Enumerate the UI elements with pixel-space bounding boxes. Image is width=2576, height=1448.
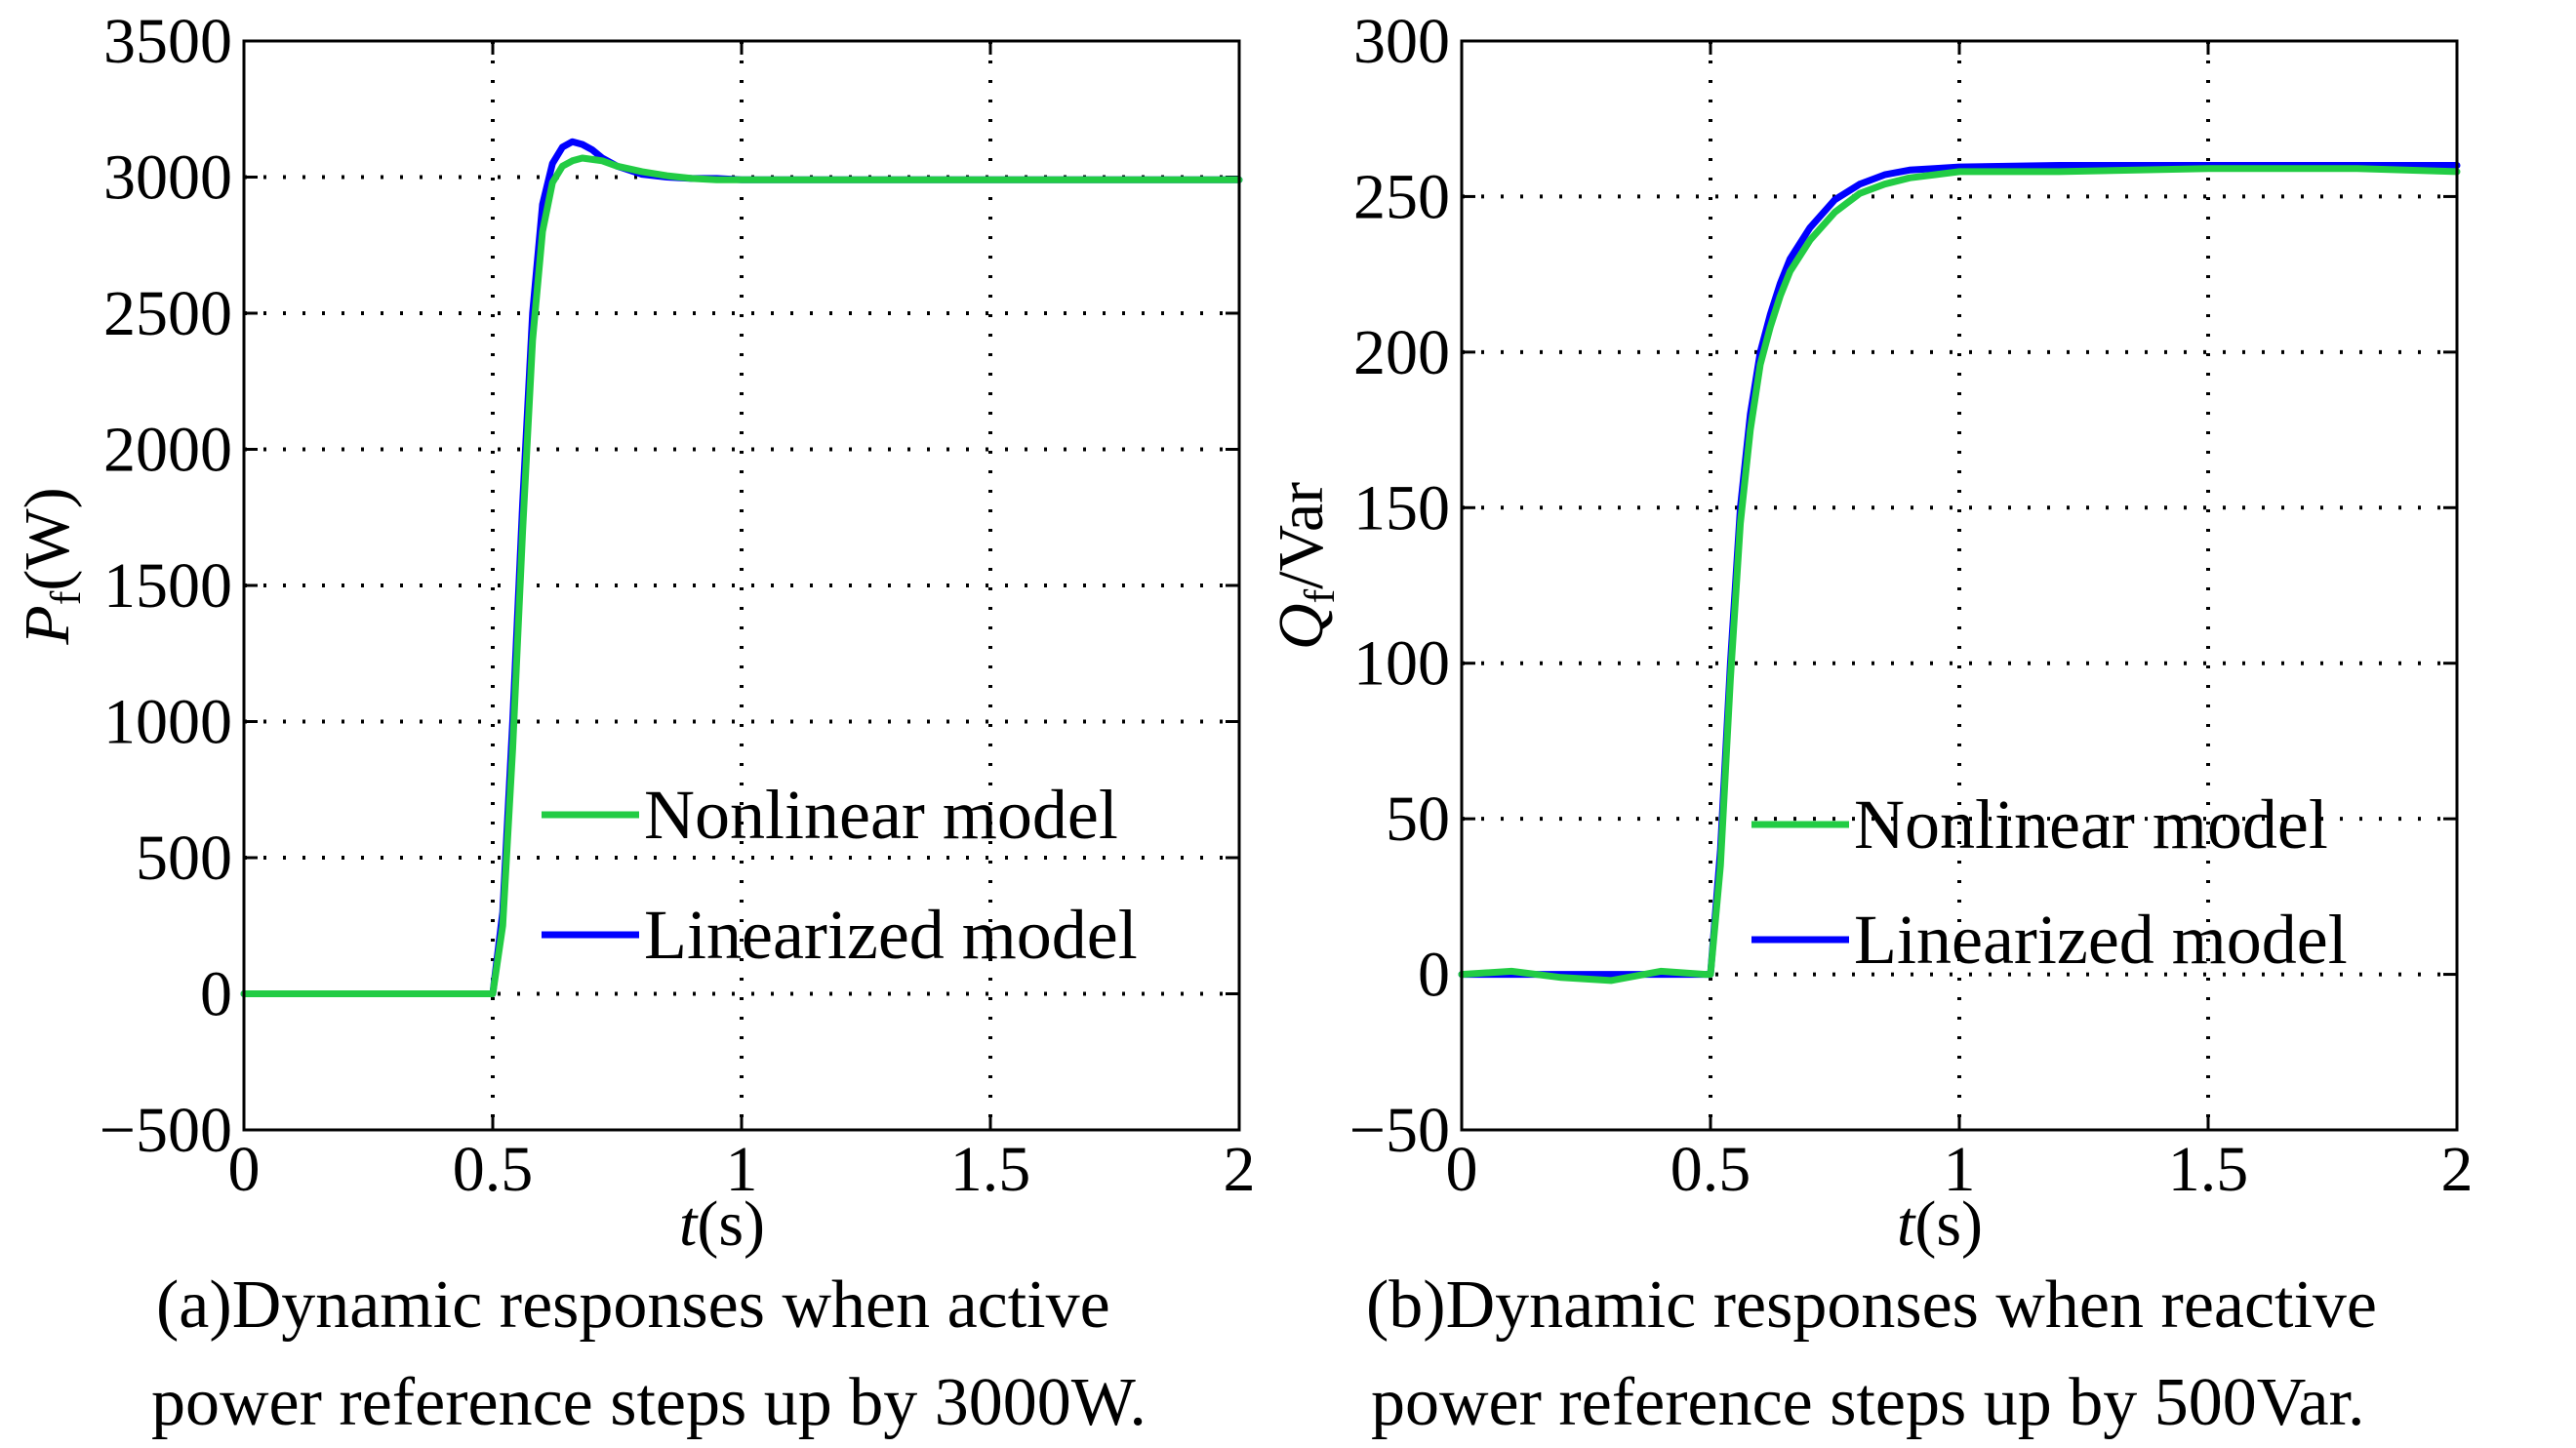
x-tick-label: 1.5 (2168, 1134, 2249, 1205)
x-tick-label: 2 (1224, 1134, 1256, 1205)
y-axis-label-unit-b: /Var (1266, 482, 1337, 589)
y-tick-label: 250 (1353, 161, 1450, 232)
plot-frame-b (1460, 39, 2459, 1132)
tick-labels-a: 0 0.5 1 1.5 2−500050010001500200025003000350… (100, 6, 1256, 1205)
y-axis-label-symbol-b: Q (1266, 603, 1337, 650)
y-tick-label: 500 (136, 823, 232, 894)
series-a (240, 138, 1243, 997)
legend-label-nonlinear-model: Nonlinear model (644, 776, 1118, 854)
x-axis-label-italic-a: t (679, 1188, 699, 1260)
x-tick-label: 0 (228, 1134, 261, 1205)
x-tick-label: 0 (1446, 1134, 1478, 1205)
legend-label-linearized-model: Linearized model (1854, 901, 2348, 979)
legend-a: Nonlinear model Linearized model (542, 776, 1138, 974)
y-tick-label: 1000 (103, 687, 232, 758)
caption-b-line-1: (b)Dynamic responses when reactive (1366, 1267, 2377, 1343)
y-axis-label-unit-a: (W) (12, 487, 83, 590)
caption-a-line-2: power reference steps up by 3000W. (151, 1365, 1147, 1440)
y-axis-label-a: Pf(W) (12, 487, 90, 645)
x-tick-label: 1 (726, 1134, 758, 1205)
y-tick-label: 3000 (103, 142, 232, 214)
x-axis-label-unit-a: (s) (697, 1188, 765, 1260)
x-tick-label: 2 (2441, 1134, 2474, 1205)
caption-a-line-1: (a)Dynamic responses when active (156, 1267, 1110, 1343)
chart-panel-a: 0 0.5 1 1.5 2−500050010001500200025003000350… (12, 6, 1256, 1440)
x-tick-label: 0.5 (453, 1134, 534, 1205)
y-axis-label-b: Qf/Var (1266, 482, 1344, 650)
series-b (1458, 162, 2461, 985)
y-tick-label: 0 (200, 959, 232, 1030)
y-axis-label-sub-a: f (42, 590, 90, 605)
legend-b: Nonlinear model Linearized model (1751, 785, 2348, 979)
y-tick-label: 2500 (103, 278, 232, 349)
x-axis-label-unit-b: (s) (1914, 1188, 1983, 1260)
caption-b-line-2: power reference steps up by 500Var. (1371, 1365, 2365, 1440)
x-tick-label: 1.5 (950, 1134, 1031, 1205)
y-tick-label: −50 (1349, 1095, 1450, 1166)
y-tick-label: 1500 (103, 550, 232, 622)
series-line-nonlinear-model (1458, 165, 2461, 985)
x-axis-label-a: t(s) (679, 1188, 765, 1260)
y-tick-label: −500 (100, 1095, 232, 1166)
x-tick-label: 1 (1944, 1134, 1976, 1205)
x-axis-label-b: t(s) (1897, 1188, 1983, 1260)
x-axis-label-italic-b: t (1897, 1188, 1916, 1260)
legend-label-nonlinear-model: Nonlinear model (1854, 785, 2328, 864)
x-tick-label: 0.5 (1670, 1134, 1751, 1205)
y-axis-label-symbol-a: P (12, 605, 83, 645)
y-tick-label: 0 (1418, 940, 1450, 1011)
y-tick-label: 100 (1353, 628, 1450, 700)
y-tick-label: 150 (1353, 472, 1450, 543)
y-tick-label: 200 (1353, 317, 1450, 388)
plot-frame-a (242, 39, 1241, 1132)
legend-label-linearized-model: Linearized model (644, 896, 1138, 974)
series-line-nonlinear-model (240, 154, 1243, 997)
y-tick-label: 2000 (103, 415, 232, 486)
y-tick-label: 3500 (103, 6, 232, 77)
y-axis-label-sub-b: f (1296, 588, 1344, 603)
series-line-linearized-model (240, 138, 1243, 997)
y-tick-label: 300 (1353, 6, 1450, 77)
y-tick-label: 50 (1386, 784, 1450, 855)
